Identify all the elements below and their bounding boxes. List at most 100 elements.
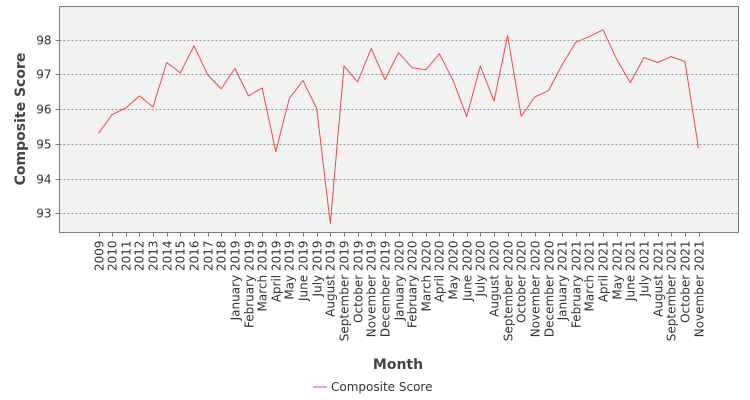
y-tick-label: 95	[36, 138, 51, 152]
x-axis-tick-labels: 2009 2010 2011 2012 2013 2014 2015 2016 2017 2018…	[93, 232, 707, 342]
y-axis-title: Composite Score	[13, 53, 29, 186]
data-point	[370, 47, 372, 49]
data-point	[466, 116, 468, 118]
plot-background	[59, 6, 739, 233]
data-point	[329, 222, 331, 224]
data-point	[152, 106, 154, 108]
x-tick-label: February 2020	[406, 241, 420, 329]
x-tick-label: March 2019	[256, 241, 270, 312]
x-tick-label: 2010	[106, 241, 120, 272]
data-point	[193, 45, 195, 47]
data-point	[411, 67, 413, 69]
data-point	[275, 150, 277, 152]
x-tick-label: November 2020	[529, 241, 543, 338]
x-tick-label: 2009	[93, 241, 107, 272]
x-tick-label: November 2021	[693, 241, 707, 338]
data-point	[656, 61, 658, 63]
data-point	[166, 61, 168, 63]
x-tick-label: June 2019	[297, 241, 311, 303]
x-tick-label: July 2019	[311, 241, 325, 298]
x-tick-label: May 2019	[283, 241, 297, 300]
x-tick-label: January 2020	[393, 241, 407, 322]
y-tick-label: 98	[36, 34, 51, 48]
data-point	[206, 73, 208, 75]
data-point	[561, 64, 563, 66]
data-point	[384, 78, 386, 80]
y-tick-label: 96	[36, 103, 51, 117]
data-point	[493, 100, 495, 102]
data-point	[697, 147, 699, 149]
data-point	[670, 55, 672, 57]
x-tick-label: May 2020	[447, 241, 461, 300]
data-point	[397, 52, 399, 54]
data-point	[534, 96, 536, 98]
legend: Composite Score	[313, 380, 432, 394]
data-point	[316, 107, 318, 109]
x-tick-label: February 2021	[570, 241, 584, 329]
x-tick-label: September 2020	[502, 241, 516, 342]
x-tick-label: May 2021	[611, 241, 625, 300]
x-tick-label: 2017	[202, 241, 216, 272]
data-point	[588, 35, 590, 37]
data-point	[506, 34, 508, 36]
data-point	[111, 113, 113, 115]
x-tick-label: December 2020	[543, 241, 557, 338]
data-point	[302, 79, 304, 81]
data-point	[425, 69, 427, 71]
x-tick-label: July 2020	[474, 241, 488, 298]
y-tick-label: 97	[36, 68, 51, 82]
data-point	[288, 97, 290, 99]
x-tick-label: August 2019	[324, 241, 338, 317]
x-tick-label: June 2021	[624, 241, 638, 303]
x-tick-label: 2013	[147, 241, 161, 272]
x-tick-label: April 2020	[433, 241, 447, 303]
x-tick-label: January 2019	[229, 241, 243, 322]
x-tick-label: August 2021	[652, 241, 666, 317]
data-point	[356, 81, 358, 83]
data-point	[520, 115, 522, 117]
series-layer	[97, 29, 699, 224]
x-tick-label: March 2020	[420, 241, 434, 312]
data-point	[261, 87, 263, 89]
grid-lines	[59, 40, 739, 214]
data-point	[125, 107, 127, 109]
data-point	[452, 79, 454, 81]
data-point	[547, 89, 549, 91]
x-tick-label: 2014	[161, 241, 175, 272]
x-tick-label: August 2020	[488, 241, 502, 317]
data-point	[97, 132, 99, 134]
y-axis-tick-labels: 93 94 95 96 97 98	[36, 34, 60, 221]
x-tick-label: September 2021	[665, 241, 679, 342]
x-tick-label: December 2019	[379, 241, 393, 338]
data-point	[643, 56, 645, 58]
data-point	[616, 58, 618, 60]
x-tick-label: June 2020	[461, 241, 475, 303]
data-point	[138, 95, 140, 97]
data-point	[234, 67, 236, 69]
data-point	[220, 88, 222, 90]
data-point	[179, 72, 181, 74]
x-tick-label: April 2019	[270, 241, 284, 303]
x-tick-label: 2016	[188, 241, 202, 272]
x-tick-label: October 2019	[352, 241, 366, 323]
x-tick-label: July 2021	[638, 241, 652, 298]
x-tick-label: September 2019	[338, 241, 352, 342]
legend-label: Composite Score	[331, 380, 432, 394]
x-tick-label: January 2021	[556, 241, 570, 322]
data-point	[438, 53, 440, 55]
x-tick-label: March 2021	[583, 241, 597, 312]
data-point	[684, 60, 686, 62]
x-tick-label: April 2021	[597, 241, 611, 303]
x-tick-label: October 2021	[679, 241, 693, 323]
data-point	[602, 29, 604, 31]
data-point	[343, 65, 345, 67]
x-tick-label: November 2019	[365, 241, 379, 338]
x-tick-label: 2012	[133, 241, 147, 272]
x-tick-label: February 2019	[243, 241, 257, 329]
y-tick-label: 94	[36, 173, 51, 187]
series-line	[98, 29, 699, 224]
x-axis-title: Month	[373, 357, 423, 373]
data-point	[575, 41, 577, 43]
data-point	[629, 81, 631, 83]
